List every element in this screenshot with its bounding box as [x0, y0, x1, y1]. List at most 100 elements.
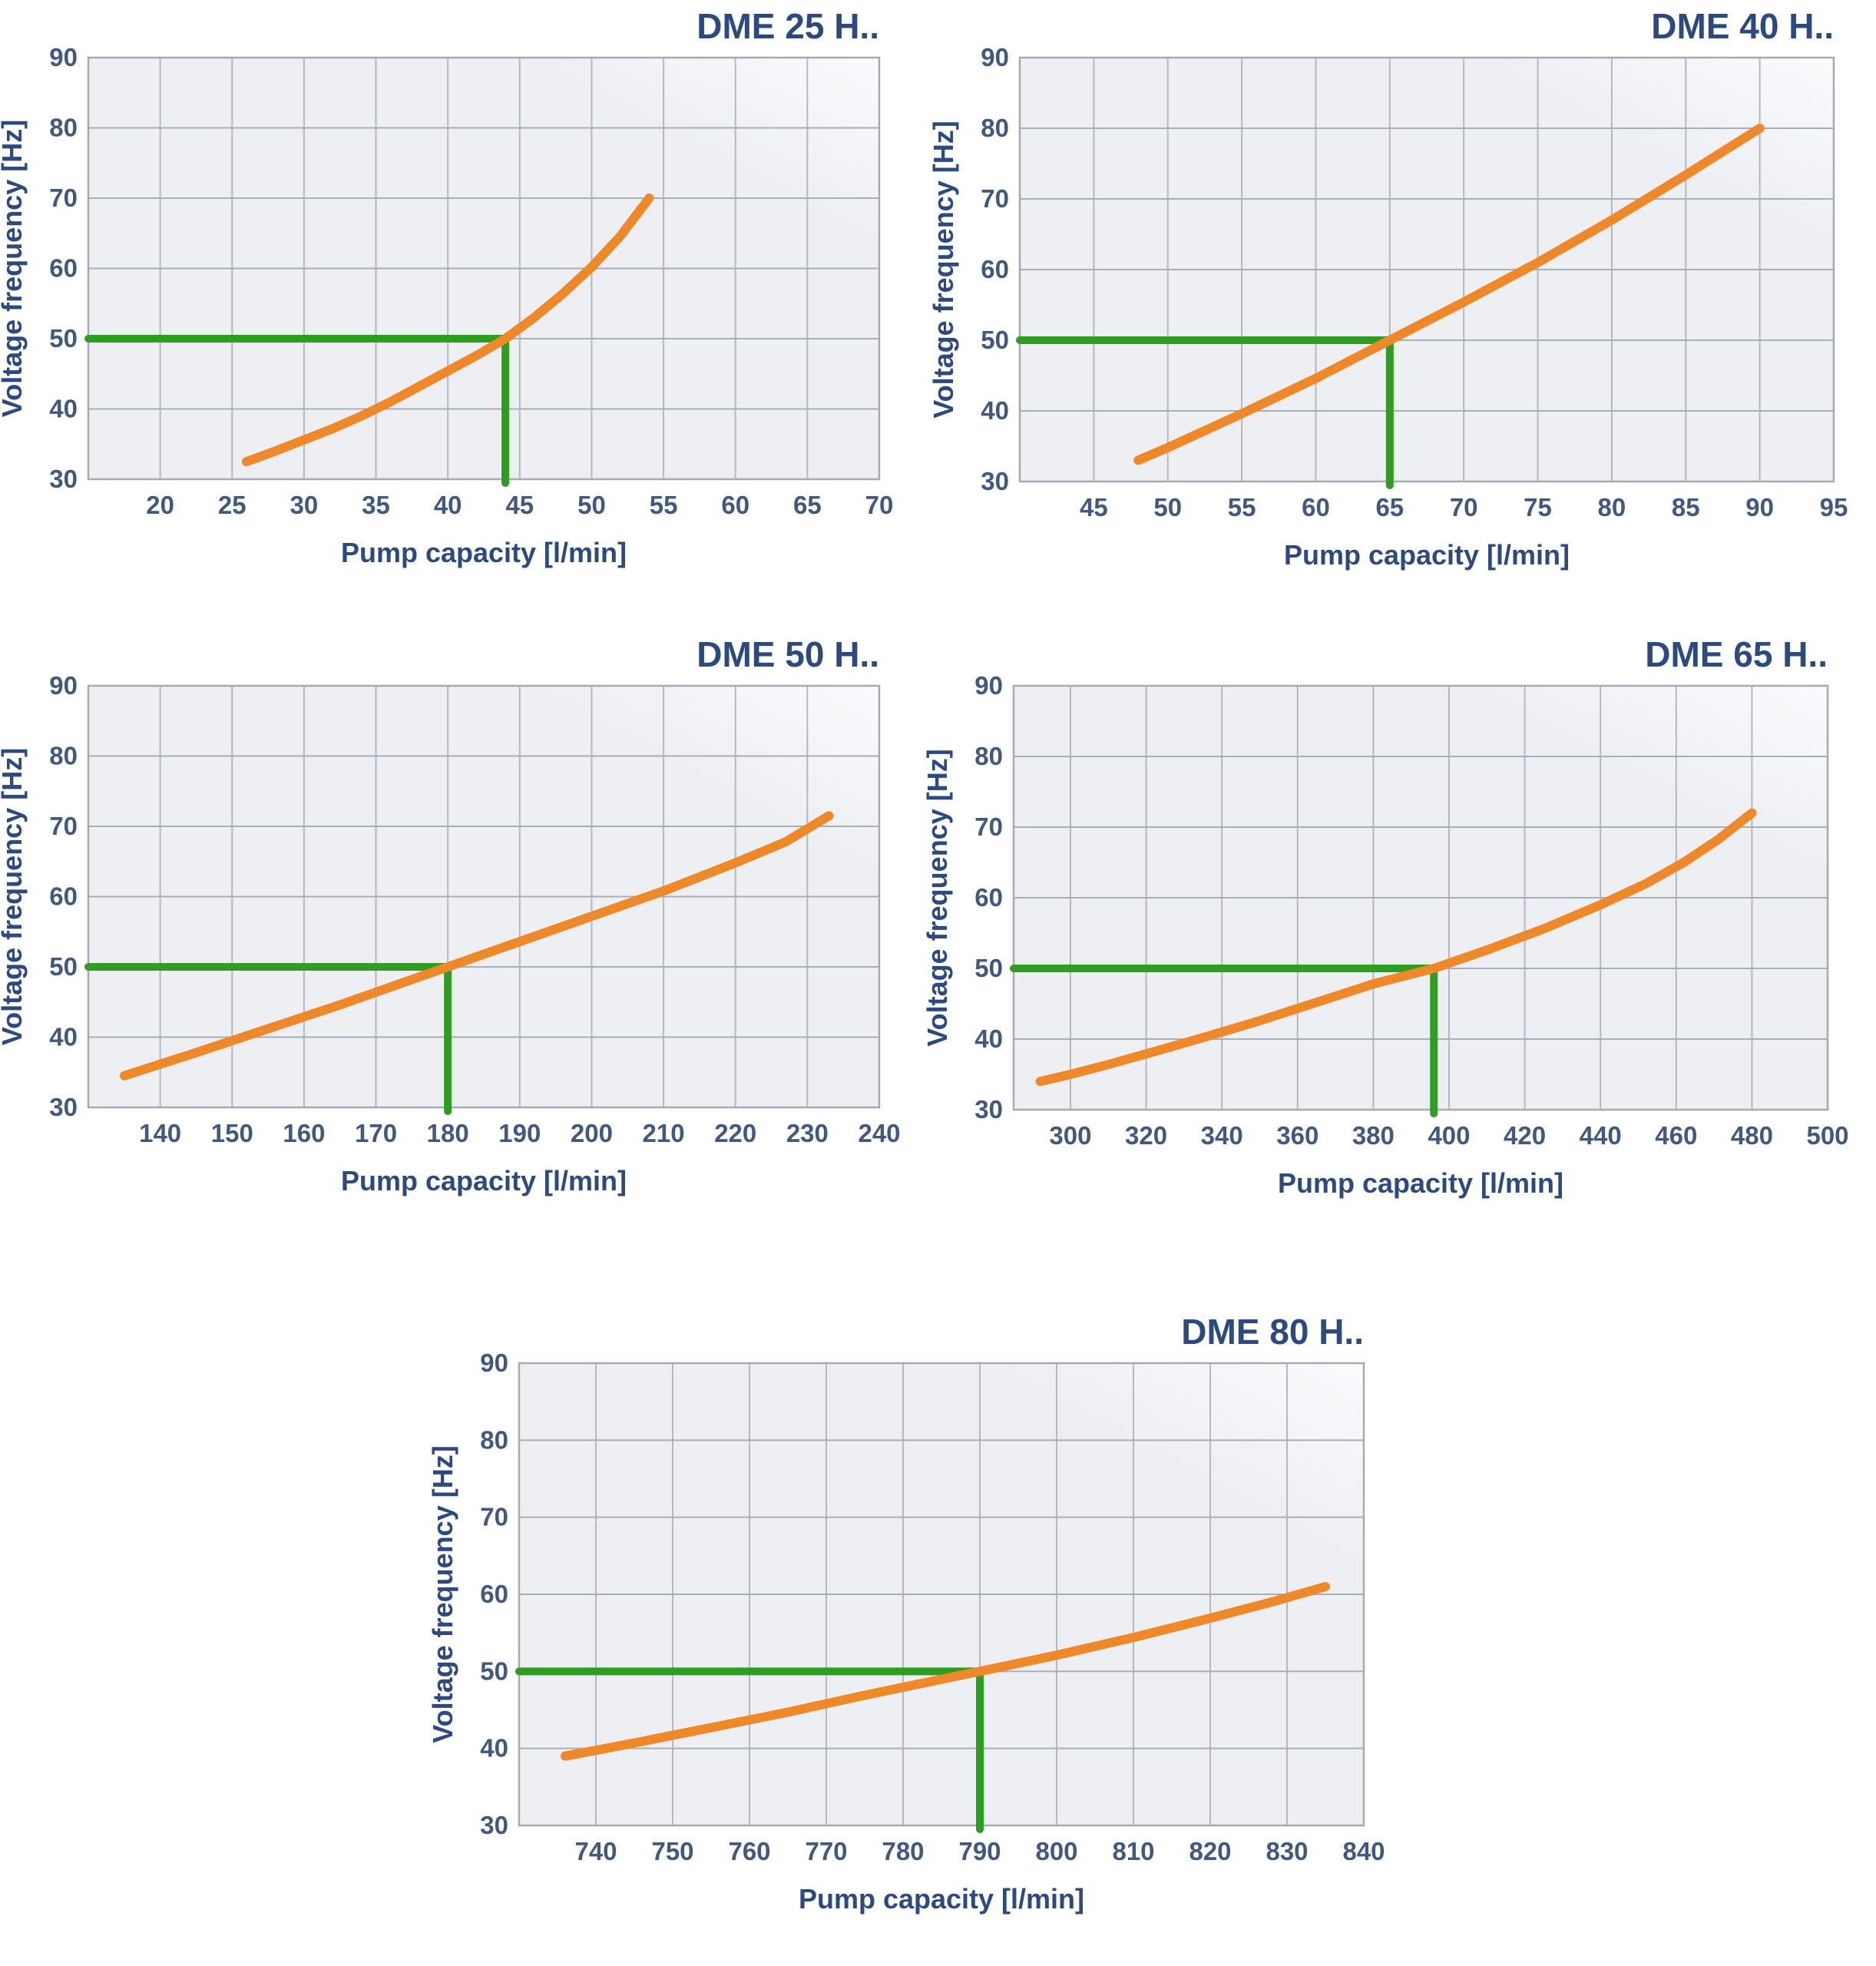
x-tick-label: 750	[651, 1837, 693, 1865]
y-tick-label: 40	[480, 1734, 508, 1762]
pump-curve	[1133, 124, 1765, 465]
y-tick-label: 80	[480, 1425, 508, 1454]
chart-svg-dme-25: 20 25 30 35 40 45 50 55 60 65 70 30 40 50 60 70 80 90 DME …	[0, 6, 894, 568]
x-tick-label: 20	[146, 491, 174, 519]
y-tick-label: 90	[981, 43, 1009, 71]
x-tick-label: 300	[1049, 1121, 1091, 1150]
pump-curve	[1035, 808, 1757, 1087]
pump-curve	[242, 194, 654, 467]
x-tick-label: 170	[355, 1119, 397, 1147]
x-tick-label: 320	[1125, 1121, 1167, 1150]
y-tick-label: 50	[981, 326, 1009, 354]
x-tick-label: 160	[283, 1119, 325, 1147]
y-tick-label: 80	[49, 742, 78, 770]
x-tick-label: 35	[362, 491, 390, 519]
x-tick-label: 60	[721, 491, 749, 519]
x-axis-label: Pump capacity [l/min]	[799, 1883, 1084, 1915]
x-tick-label: 780	[882, 1837, 924, 1865]
y-axis-label: Voltage frequency [Hz]	[0, 748, 28, 1045]
x-tick-label: 740	[574, 1837, 617, 1865]
x-tick-label: 25	[218, 491, 246, 519]
x-tick-label: 460	[1655, 1121, 1697, 1150]
x-tick-label: 45	[505, 491, 534, 519]
x-tick-label: 90	[1745, 493, 1774, 521]
x-tick-label: 200	[571, 1119, 613, 1147]
chart-dme-25: 20 25 30 35 40 45 50 55 60 65 70 30 40 50 60 70 80 90 DME …	[0, 0, 921, 583]
y-tick-label: 70	[981, 184, 1009, 213]
y-axis-label: Voltage frequency [Hz]	[931, 121, 959, 418]
y-tick-label: 40	[981, 396, 1009, 425]
chart-title: DME 65 H..	[1645, 634, 1828, 674]
x-tick-label: 75	[1524, 493, 1552, 521]
y-tick-label: 90	[974, 671, 1003, 700]
chart-svg-dme-65: 300 320 340 360 380 400 420 440 460 480 500 30 40 50 6…	[925, 634, 1849, 1199]
y-tick-label: 80	[49, 114, 78, 142]
x-tick-label: 380	[1352, 1121, 1395, 1150]
x-tick-label: 60	[1302, 493, 1330, 521]
x-tick-label: 70	[1450, 493, 1478, 521]
y-tick-label: 80	[974, 742, 1003, 770]
x-axis-label: Pump capacity [l/min]	[1284, 539, 1570, 571]
x-tick-label: 55	[650, 491, 678, 519]
pump-curve	[561, 1581, 1330, 1761]
plot-border	[518, 1362, 1365, 1827]
x-tick-label: 220	[714, 1119, 756, 1147]
x-tick-label: 830	[1266, 1837, 1308, 1865]
y-tick-label: 60	[49, 254, 78, 283]
y-tick-label: 60	[49, 882, 78, 911]
chart-svg-dme-50: 140 150 160 170 180 190 200 210 220 230 240 30 40 50 6…	[0, 634, 901, 1196]
x-tick-label: 840	[1342, 1837, 1385, 1865]
chart-dme-80: 740 750 760 770 780 790 800 810 820 830 840 30 40 50 6…	[431, 1306, 1406, 1929]
y-tick-label: 70	[49, 812, 78, 840]
x-tick-label: 360	[1276, 1121, 1318, 1150]
y-tick-label: 90	[480, 1349, 508, 1377]
chart-dme-50: 140 150 160 170 180 190 200 210 220 230 240 30 40 50 6…	[0, 628, 921, 1211]
x-tick-label: 400	[1428, 1121, 1470, 1150]
chart-svg-dme-40: 45 50 55 60 65 70 75 80 85 90 95 30 40 50 60 70 80 90 DME …	[931, 6, 1848, 571]
x-tick-label: 80	[1598, 493, 1626, 521]
x-axis-label: Pump capacity [l/min]	[1278, 1167, 1563, 1199]
chart-title: DME 40 H..	[1651, 6, 1834, 46]
x-tick-label: 190	[498, 1119, 541, 1147]
y-tick-label: 30	[49, 1093, 78, 1121]
y-tick-label: 30	[981, 467, 1009, 495]
y-tick-label: 50	[480, 1657, 508, 1685]
x-tick-label: 45	[1080, 493, 1108, 521]
y-tick-label: 50	[49, 324, 78, 352]
y-tick-label: 70	[480, 1503, 508, 1531]
x-tick-label: 50	[1153, 493, 1182, 521]
x-tick-label: 440	[1580, 1121, 1622, 1150]
y-tick-label: 90	[49, 671, 78, 700]
y-tick-label: 30	[480, 1811, 508, 1839]
x-tick-label: 760	[728, 1837, 770, 1865]
plot-border	[1012, 684, 1829, 1111]
x-tick-label: 40	[434, 491, 462, 519]
x-tick-label: 55	[1228, 493, 1256, 521]
x-axis-label: Pump capacity [l/min]	[341, 1165, 627, 1196]
x-tick-label: 810	[1112, 1837, 1154, 1865]
x-tick-label: 150	[211, 1119, 253, 1147]
y-tick-label: 70	[49, 184, 78, 212]
y-axis-label: Voltage frequency [Hz]	[925, 749, 953, 1046]
chart-title: DME 25 H..	[696, 6, 879, 46]
x-tick-label: 230	[786, 1119, 829, 1147]
y-tick-label: 60	[974, 883, 1003, 912]
y-axis-label: Voltage frequency [Hz]	[431, 1445, 458, 1743]
y-tick-label: 60	[981, 255, 1009, 283]
x-tick-label: 770	[805, 1837, 847, 1865]
y-tick-label: 70	[974, 813, 1003, 841]
y-tick-label: 50	[974, 954, 1003, 982]
plot-border	[87, 684, 881, 1109]
x-axis-label: Pump capacity [l/min]	[341, 537, 627, 568]
x-tick-label: 70	[865, 491, 894, 519]
plot-border	[87, 56, 881, 481]
y-tick-label: 40	[49, 395, 78, 423]
y-axis-label: Voltage frequency [Hz]	[0, 120, 28, 417]
plot-border	[1018, 56, 1835, 483]
x-tick-label: 85	[1672, 493, 1700, 521]
x-tick-label: 800	[1035, 1837, 1077, 1865]
x-tick-label: 210	[643, 1119, 685, 1147]
y-tick-label: 40	[974, 1024, 1003, 1053]
x-tick-label: 65	[1375, 493, 1404, 521]
x-tick-label: 500	[1806, 1121, 1848, 1150]
